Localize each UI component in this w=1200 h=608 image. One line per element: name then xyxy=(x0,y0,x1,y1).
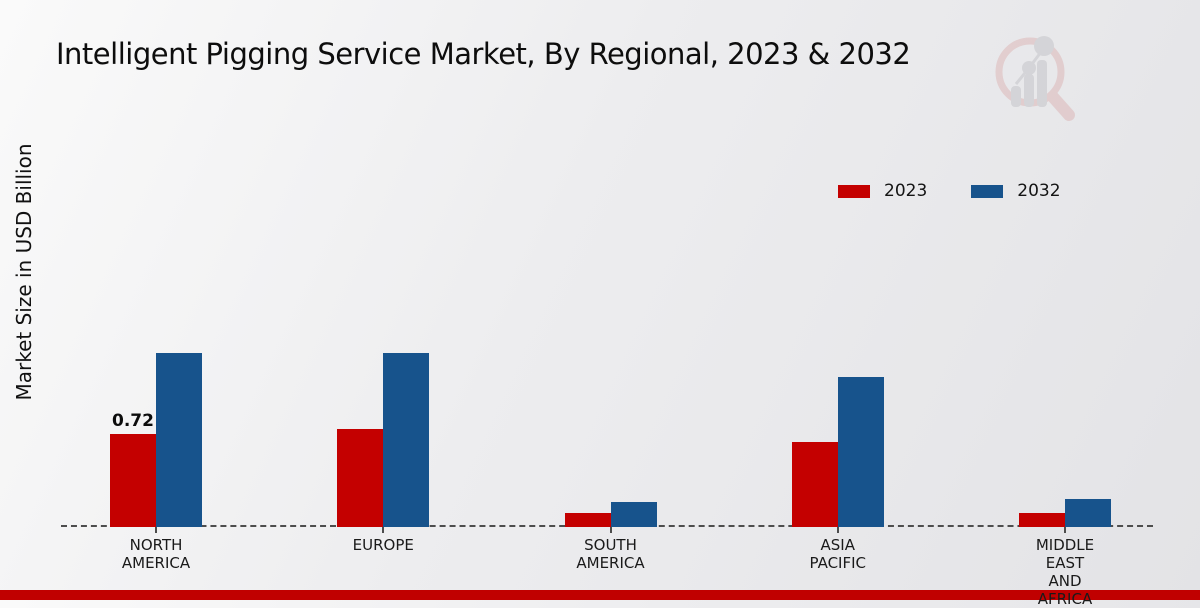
bar-2023-middle-east-and-africa xyxy=(1019,513,1065,527)
y-axis-label: Market Size in USD Billion xyxy=(12,143,36,401)
category-label-line: PACIFIC xyxy=(809,554,866,572)
category-label-line: NORTH xyxy=(129,536,183,554)
bar-2032-north-america xyxy=(156,353,202,527)
category-label-europe: EUROPE xyxy=(323,536,443,554)
x-axis-tick xyxy=(836,527,839,533)
legend-label: 2032 xyxy=(1017,181,1061,201)
category-label-line: AFRICA xyxy=(1037,590,1093,608)
bar-value-label: 0.72 xyxy=(112,411,154,431)
bar-2032-asia-pacific xyxy=(837,377,884,527)
category-label-line: SOUTH xyxy=(584,536,637,554)
bar-2023-europe xyxy=(337,429,384,527)
bar-2023-north-america xyxy=(110,434,156,527)
category-label-line: AND xyxy=(1048,572,1082,590)
category-label-line: AMERICA xyxy=(576,554,645,572)
category-label-line: EAST xyxy=(1045,554,1085,572)
category-label-line: MIDDLE xyxy=(1035,536,1095,554)
legend-item-2032: 2032 xyxy=(971,181,1061,201)
bar-2023-south-america xyxy=(564,513,611,527)
x-axis-tick xyxy=(1064,527,1066,533)
x-axis-tick xyxy=(382,527,385,533)
x-axis-tick xyxy=(609,527,612,533)
x-axis-tick xyxy=(155,527,157,533)
category-label-line: AMERICA xyxy=(121,554,191,572)
legend-swatch xyxy=(838,184,870,198)
category-label-south-america: SOUTH AMERICA xyxy=(551,536,671,572)
legend: 2023 2032 xyxy=(838,181,1061,201)
legend-label: 2023 xyxy=(884,181,928,201)
bar-2032-middle-east-and-africa xyxy=(1065,499,1111,527)
category-label-north-america: NORTH AMERICA xyxy=(96,536,216,572)
bar-2023-asia-pacific xyxy=(791,442,838,527)
market-research-future-logo-icon xyxy=(995,36,1075,121)
legend-swatch xyxy=(971,184,1004,198)
category-label-line: EUROPE xyxy=(352,536,414,554)
legend-item-2023: 2023 xyxy=(838,181,927,201)
chart-title: Intelligent Pigging Service Market, By R… xyxy=(56,37,911,71)
category-label-line: ASIA xyxy=(820,536,855,554)
footer-strip xyxy=(0,590,1200,600)
bar-2032-south-america xyxy=(610,502,657,527)
bar-2032-europe xyxy=(383,353,430,527)
category-label-asia-pacific: ASIA PACIFIC xyxy=(778,536,898,572)
category-label-middle-east-and-africa: MIDDLE EAST AND AFRICA xyxy=(1005,536,1125,608)
